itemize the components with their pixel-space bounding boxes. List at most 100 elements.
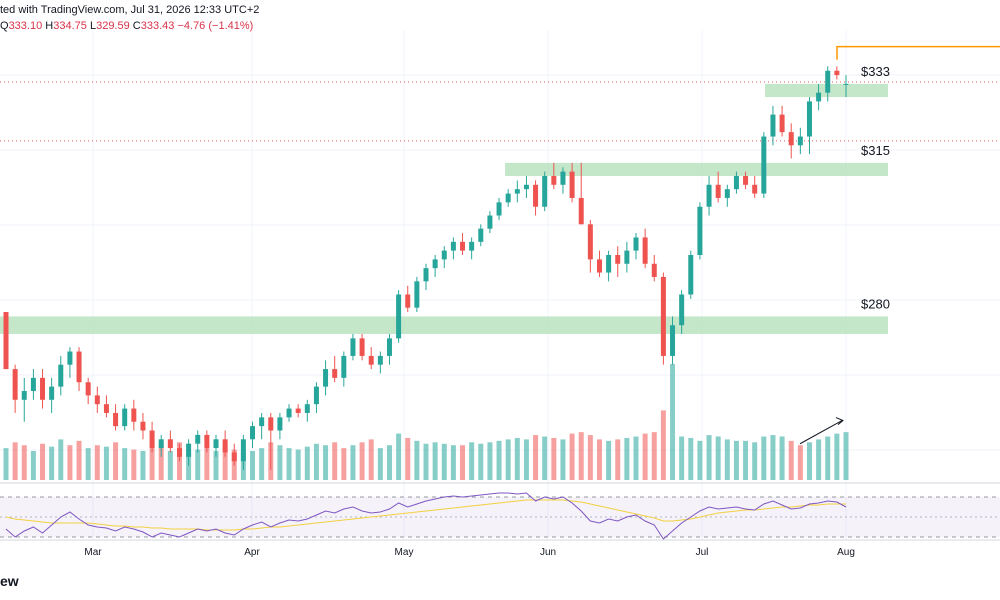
volume-bar	[806, 442, 812, 480]
low-label: L	[89, 20, 97, 32]
candle-body	[67, 351, 73, 365]
volume-bar	[670, 364, 676, 480]
candle-body	[30, 377, 36, 392]
close-label: C	[132, 20, 141, 32]
volume-bar	[396, 433, 402, 480]
candle-body	[797, 136, 803, 146]
volume-bar	[213, 451, 219, 480]
volume-bar	[432, 442, 438, 480]
volume-bar	[587, 435, 593, 480]
candle-body	[186, 443, 192, 457]
candle-body	[715, 184, 721, 198]
rsi-line	[5, 492, 847, 540]
x-tick-label: Aug	[837, 547, 855, 558]
rsi-pane	[0, 482, 1000, 541]
candlesticks	[3, 66, 849, 470]
volume-bar	[313, 443, 319, 480]
volume-bar	[423, 443, 429, 480]
zone-price-label: $315	[861, 143, 890, 158]
candle-body	[140, 421, 146, 431]
volume-bar	[660, 410, 666, 480]
volume-bar	[569, 433, 575, 480]
candle-body	[167, 439, 173, 449]
volume-bar	[140, 451, 146, 480]
volume-bar	[386, 445, 392, 480]
volume-bar	[259, 448, 265, 480]
low-value: 329.59	[96, 20, 130, 32]
candle-body	[195, 434, 201, 444]
candle-body	[533, 184, 539, 207]
candle-body	[113, 412, 119, 427]
candle-body	[578, 197, 584, 225]
volume-bars	[3, 364, 849, 480]
volume-bar	[149, 448, 155, 480]
price-chart[interactable]: $333 $315 $280 Mar Apr May Jun Jul Aug	[0, 0, 1000, 560]
volume-bar	[3, 448, 9, 480]
volume-bar	[12, 442, 18, 480]
volume-bar	[496, 440, 502, 480]
candle-body	[49, 386, 55, 400]
volume-bar	[405, 437, 411, 480]
candle-body	[103, 404, 109, 413]
x-tick-label: Jun	[540, 547, 556, 558]
volume-bar	[441, 443, 447, 480]
candle-body	[213, 439, 219, 449]
volume-bar	[131, 449, 137, 480]
zone-price-label: $333	[861, 64, 890, 79]
candle-body	[158, 439, 164, 449]
candle-body	[770, 114, 776, 137]
volume-bar	[94, 445, 100, 480]
candle-body	[222, 439, 228, 453]
candle-body	[706, 184, 712, 207]
volume-bar	[195, 449, 201, 480]
candle-body	[487, 215, 493, 229]
change-value: −4.76 (−1.41%)	[177, 20, 254, 32]
volume-bar	[304, 446, 310, 480]
volume-bar	[843, 432, 849, 480]
candle-body	[204, 434, 210, 449]
ohlc-readout: Q333.10 H334.75 L329.59 C333.43 −4.76 (−…	[0, 20, 253, 32]
candle-body	[779, 114, 785, 133]
volume-bar	[277, 445, 283, 480]
candle-body	[450, 241, 456, 251]
candle-body	[642, 237, 648, 264]
volume-bar	[642, 433, 648, 480]
candle-body	[788, 132, 794, 146]
candle-body	[478, 228, 484, 242]
candle-body	[12, 369, 18, 400]
candle-body	[423, 268, 429, 282]
volume-bar	[697, 440, 703, 480]
volume-bar	[706, 435, 712, 480]
support-zone	[0, 316, 888, 334]
candle-body	[94, 395, 100, 405]
volume-bar	[341, 448, 347, 480]
volume-bar	[633, 436, 639, 480]
volume-bar	[295, 449, 301, 480]
candle-body	[341, 355, 347, 378]
volume-bar	[359, 442, 365, 480]
candle-body	[460, 241, 466, 251]
candle-body	[368, 355, 374, 365]
volume-bar	[58, 439, 64, 480]
candle-body	[149, 430, 155, 449]
volume-bar	[606, 440, 612, 480]
candle-body	[806, 101, 812, 137]
volume-bar	[167, 451, 173, 480]
candle-body	[633, 237, 639, 251]
candle-body	[733, 176, 739, 190]
candle-body	[295, 408, 301, 413]
candle-body	[396, 294, 402, 339]
volume-bar	[505, 439, 511, 480]
tradingview-brand: ew	[0, 573, 19, 589]
x-tick-label: Mar	[84, 547, 102, 558]
open-value: 333.10	[8, 20, 43, 32]
x-tick-label: Apr	[244, 547, 260, 558]
candle-body	[624, 250, 630, 264]
candle-body	[688, 255, 694, 295]
volume-bar	[414, 440, 420, 480]
volume-bar	[651, 432, 657, 480]
candle-body	[752, 184, 758, 194]
volume-bar	[377, 448, 383, 480]
volume-bar	[186, 453, 192, 480]
candle-body	[313, 386, 319, 405]
